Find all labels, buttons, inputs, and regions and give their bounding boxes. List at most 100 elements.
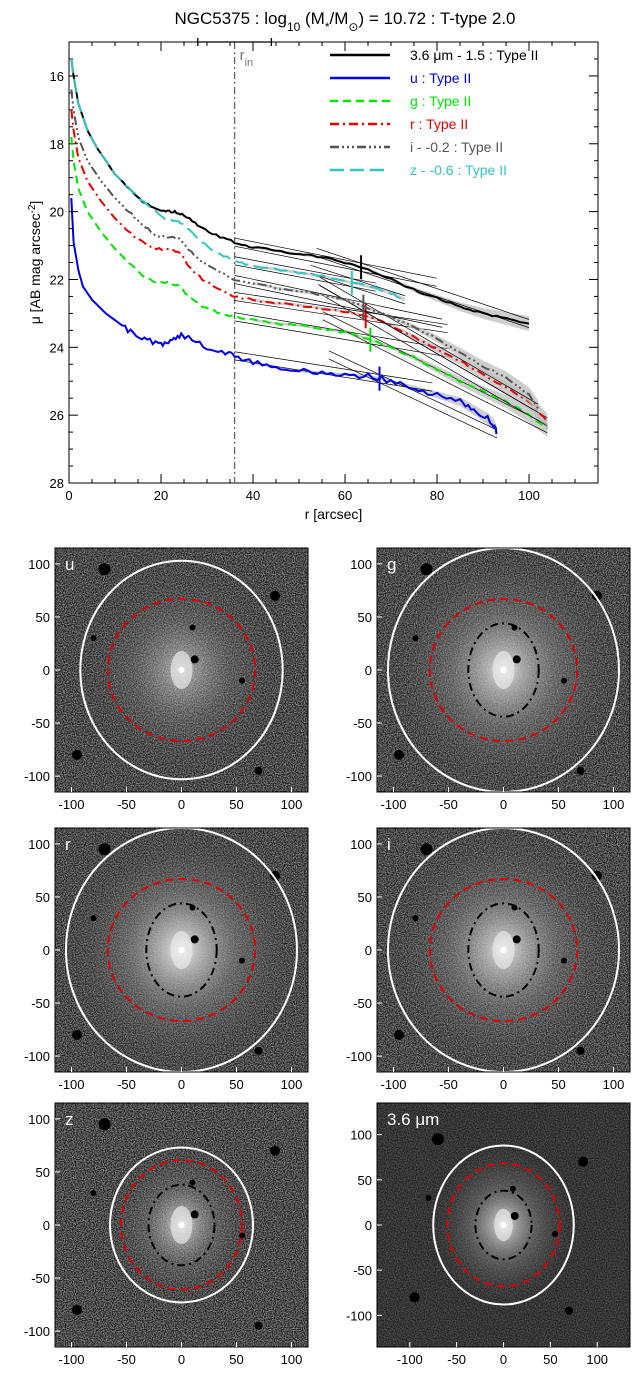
plot-axes: 0 20 40 60 80 100 16 18 20 22 24 26 28 r [arcsec] μ [A… xyxy=(27,38,599,522)
fit-outer-u xyxy=(328,350,497,431)
outer-ellipse-3.6 xyxy=(432,1144,575,1306)
outer-ellipse-z xyxy=(109,1146,254,1304)
x-tick-label: 100 xyxy=(518,488,540,503)
panel-x-tick-label: 50 xyxy=(229,797,243,812)
fit-outer-3.6 xyxy=(316,247,530,320)
break-ellipse-3.6 xyxy=(446,1162,561,1288)
radial-profile-plot: NGC5375 : log10 (M*/M⊙) = 10.72 : T-type… xyxy=(27,9,599,522)
fit-inner-i xyxy=(234,275,443,320)
panel-x-tick-label: -50 xyxy=(117,797,136,812)
panel-y-tick-label: -100 xyxy=(346,769,372,784)
break-ellipse-z xyxy=(120,1159,243,1291)
panel-y-tick-label: 100 xyxy=(28,837,50,852)
panel-x-tick-label: -100 xyxy=(58,1077,84,1092)
panel-x-tick-label: 50 xyxy=(229,1077,243,1092)
panel-x-tick-label: 0 xyxy=(178,1077,185,1092)
x-tick-label: 0 xyxy=(65,488,72,503)
panel-y-tick-label: 100 xyxy=(28,1112,50,1127)
image-panel-g: g -100 -50 0 50 100 -100 -50 0 50 100 xyxy=(346,547,631,812)
fit-inner-i xyxy=(234,283,443,328)
panel-x-tick-label: 100 xyxy=(281,1077,303,1092)
x-axis-label: r [arcsec] xyxy=(305,506,363,522)
panel-image-z xyxy=(55,1103,308,1347)
panel-x-tick-label: 100 xyxy=(281,1352,303,1367)
panel-y-tick-label: -100 xyxy=(24,1324,50,1339)
x-tick-label: 40 xyxy=(246,488,260,503)
panel-y-tick-label: -100 xyxy=(346,1308,372,1323)
panel-label-r: r xyxy=(65,835,71,854)
series-line-u xyxy=(70,197,498,435)
legend-label-3.6: 3.6 μm - 1.5 : Type II xyxy=(410,47,538,63)
fit-outer-3.6 xyxy=(316,256,530,328)
inner-ellipse-i xyxy=(467,902,540,998)
y-axis-label: μ [AB mag arcsec-2] xyxy=(27,201,44,325)
series-line-z xyxy=(70,58,406,301)
legend-label-i: i - -0.2 : Type II xyxy=(410,139,503,155)
panel-y-tick-label: -100 xyxy=(24,1049,50,1064)
panel-y-tick-label: 100 xyxy=(28,557,50,572)
inner-ellipse-z xyxy=(147,1183,216,1267)
y-tick-label: 26 xyxy=(50,408,64,423)
legend-label-u: u : Type II xyxy=(410,70,471,86)
panel-x-tick-label: -50 xyxy=(117,1352,136,1367)
legend-label-r: r : Type II xyxy=(410,116,468,132)
panel-y-tick-label: 50 xyxy=(358,1173,372,1188)
inner-ellipse-r xyxy=(145,902,218,998)
panel-x-tick-label: -100 xyxy=(380,1077,406,1092)
fit-outer-z xyxy=(310,264,405,297)
fit-outer-g xyxy=(322,319,548,434)
panel-x-tick-label: 0 xyxy=(500,1352,507,1367)
panel-y-tick-label: 50 xyxy=(36,890,50,905)
fit-outer-i xyxy=(318,275,539,405)
panel-x-tick-label: -100 xyxy=(58,797,84,812)
panel-image-i xyxy=(377,828,630,1072)
panel-x-tick-label: 0 xyxy=(500,1077,507,1092)
inner-ellipse-g xyxy=(467,622,540,718)
fit-outer-z xyxy=(310,273,405,305)
break-ellipse-g xyxy=(428,597,579,743)
break-ellipse-r xyxy=(106,877,257,1023)
panel-x-tick-label: 100 xyxy=(603,797,625,812)
panel-label-u: u xyxy=(65,555,74,574)
inner-ellipse-3.6 xyxy=(474,1189,533,1261)
y-tick-label: 24 xyxy=(50,340,64,355)
fit-inner-u xyxy=(234,351,433,384)
legend-label-z: z - -0.6 : Type II xyxy=(410,162,507,178)
panel-label-i: i xyxy=(387,835,391,854)
break-ellipse-u xyxy=(106,597,257,743)
panel-y-tick-label: -100 xyxy=(24,769,50,784)
panel-image-u xyxy=(55,548,308,792)
plot-series xyxy=(70,58,549,440)
fit-outer-i xyxy=(318,284,539,413)
image-panel-r: r -100 -50 0 50 100 -100 -50 0 50 100 xyxy=(24,827,309,1092)
fit-inner-g xyxy=(234,312,451,350)
panel-y-tick-label: -50 xyxy=(353,996,372,1011)
panel-x-tick-label: 100 xyxy=(603,1077,625,1092)
panel-x-tick-label: 50 xyxy=(551,797,565,812)
y-tick-label: 18 xyxy=(50,137,64,152)
x-tick-label: 20 xyxy=(154,488,168,503)
panel-x-tick-label: 0 xyxy=(178,1352,185,1367)
panel-x-tick-label: -100 xyxy=(380,797,406,812)
band-z xyxy=(253,264,405,302)
fit-outer-u xyxy=(328,358,497,439)
y-tick-label: 28 xyxy=(50,476,64,491)
panel-x-tick-label: 50 xyxy=(551,1077,565,1092)
y-tick-label: 22 xyxy=(50,272,64,287)
band-u xyxy=(253,361,497,440)
panel-y-tick-label: 50 xyxy=(36,610,50,625)
image-panel-z: z -100 -50 0 50 100 -100 -50 0 50 100 xyxy=(24,1102,309,1367)
outer-ellipse-u xyxy=(79,559,284,781)
panel-y-tick-label: -50 xyxy=(31,716,50,731)
panel-y-tick-label: -50 xyxy=(353,716,372,731)
panel-y-tick-label: 0 xyxy=(43,663,50,678)
panel-y-tick-label: -50 xyxy=(353,1263,372,1278)
panel-y-tick-label: -50 xyxy=(31,996,50,1011)
panel-y-tick-label: 100 xyxy=(350,1128,372,1143)
y-tick-label: 20 xyxy=(50,205,64,220)
fit-inner-3.6 xyxy=(234,237,437,279)
panel-y-tick-label: 0 xyxy=(43,1218,50,1233)
panel-y-tick-label: -100 xyxy=(346,1049,372,1064)
panel-x-tick-label: -50 xyxy=(439,797,458,812)
panel-y-tick-label: 50 xyxy=(358,890,372,905)
